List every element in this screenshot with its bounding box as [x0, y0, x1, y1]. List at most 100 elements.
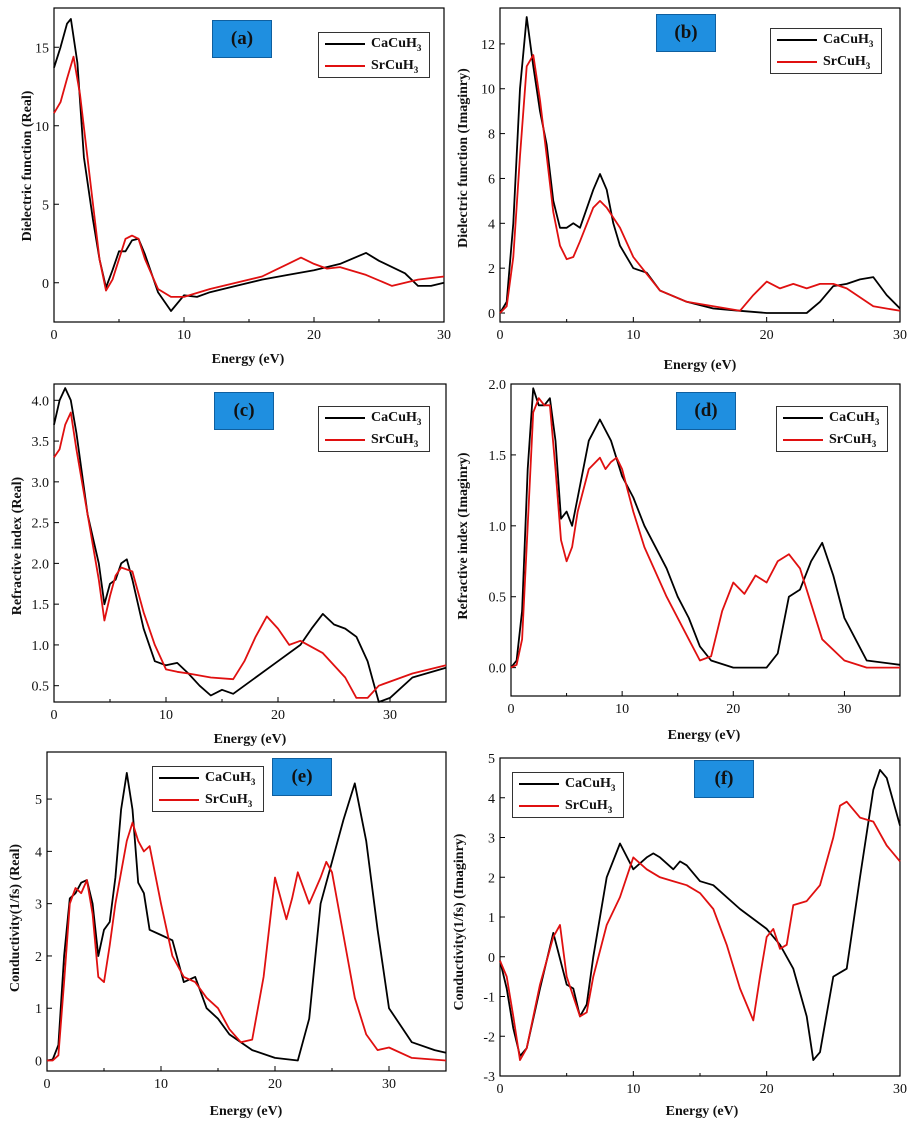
panel-label-c: (c) — [214, 392, 274, 430]
plot-d: 0 10 20 30 0.0 0.5 1.0 1.5 2.0 — [489, 378, 901, 717]
legend-b-ca: CaCuH3 — [771, 29, 881, 51]
xtick-label-d: 10 — [615, 702, 629, 717]
ytick-label-b: 0 — [488, 307, 495, 322]
ytick-label-c: 0.5 — [32, 680, 50, 695]
legend-f: CaCuH3 SrCuH3 — [512, 772, 624, 818]
legend-line-ca — [519, 783, 559, 785]
series-CaCuH3-f — [499, 769, 901, 1061]
legend-name-sr: SrCuH3 — [205, 791, 253, 809]
legend-name-ca: CaCuH3 — [371, 409, 422, 427]
legend-d: CaCuH3 SrCuH3 — [776, 406, 888, 452]
ytick-label-f: 2 — [488, 871, 495, 886]
series-SrCuH3-d — [510, 397, 900, 669]
xlabel-b: Energy (eV) — [663, 358, 737, 373]
legend-d-sr: SrCuH3 — [777, 429, 887, 451]
xlabel-d: Energy (eV) — [667, 728, 741, 743]
legend-f-sr: SrCuH3 — [513, 795, 623, 817]
ytick-label-e: 1 — [35, 1002, 42, 1017]
legend-e-sr: SrCuH3 — [153, 789, 263, 811]
ytick-label-a: 0 — [42, 277, 49, 292]
panel-label-b: (b) — [656, 14, 716, 52]
series-SrCuH3-f — [499, 800, 901, 1061]
series-SrCuH3-c — [53, 411, 447, 699]
ytick-label-f: 5 — [488, 752, 495, 767]
ytick-label-c: 4.0 — [32, 394, 50, 409]
series-CaCuH3-a — [53, 18, 445, 312]
plot-e: 0 10 20 30 0 1 2 3 4 5 — [35, 751, 447, 1092]
ytick-label-a: 5 — [42, 198, 49, 213]
legend-line-ca — [783, 417, 823, 419]
legend-c: CaCuH3 SrCuH3 — [318, 406, 430, 452]
legend-c-ca: CaCuH3 — [319, 407, 429, 429]
ytick-label-c: 2.0 — [32, 557, 50, 572]
legend-line-sr — [783, 439, 823, 441]
xlabel-a: Energy (eV) — [211, 352, 285, 367]
plot-b: 0 10 20 30 0 2 4 6 8 10 12 — [481, 7, 907, 343]
legend-line-sr — [159, 799, 199, 801]
xtick-label-e: 20 — [268, 1077, 282, 1092]
panel-label-a: (a) — [212, 20, 272, 58]
ytick-label-d: 1.5 — [489, 449, 507, 464]
ytick-label-b: 8 — [488, 128, 495, 143]
xtick-label-c: 10 — [159, 708, 173, 723]
ytick-label-f: -3 — [483, 1070, 495, 1085]
ytick-label-b: 6 — [488, 172, 495, 187]
legend-f-ca: CaCuH3 — [513, 773, 623, 795]
xtick-label-e: 30 — [382, 1077, 396, 1092]
legend-line-sr — [325, 439, 365, 441]
legend-name-ca: CaCuH3 — [823, 31, 874, 49]
ytick-label-f: -1 — [483, 991, 495, 1006]
series-SrCuH3-a — [53, 55, 445, 298]
ytick-label-d: 0.0 — [489, 662, 507, 677]
ylabel-c: Refractive index (Real) — [10, 476, 25, 616]
panel-label-f: (f) — [694, 760, 754, 798]
xtick-label-c: 30 — [383, 708, 397, 723]
xtick-label-a: 0 — [51, 328, 58, 343]
legend-name-sr: SrCuH3 — [829, 431, 877, 449]
ytick-label-c: 1.5 — [32, 598, 50, 613]
xtick-label-b: 20 — [760, 328, 774, 343]
plot-frame-e — [46, 751, 447, 1072]
legend-line-sr — [519, 805, 559, 807]
xlabel-e: Energy (eV) — [209, 1104, 283, 1119]
legend-name-sr: SrCuH3 — [565, 797, 613, 815]
legend-line-ca — [325, 417, 365, 419]
ytick-label-f: 4 — [488, 792, 495, 807]
legend-a: CaCuH3 SrCuH3 — [318, 32, 430, 78]
ytick-label-d: 1.0 — [489, 520, 507, 535]
plot-f: 0 10 20 30 -3 -2 -1 0 1 2 3 4 5 — [483, 752, 907, 1097]
ytick-label-e: 2 — [35, 950, 42, 965]
legend-a-sr: SrCuH3 — [319, 55, 429, 77]
ytick-label-d: 2.0 — [489, 378, 507, 393]
xtick-label-b: 10 — [626, 328, 640, 343]
ylabel-a: Dielectric function (Real) — [20, 90, 35, 242]
xtick-label-e: 0 — [44, 1077, 51, 1092]
plot-frame-d — [510, 383, 901, 697]
plot-a: 0 10 20 30 0 5 10 15 — [35, 7, 451, 343]
legend-line-ca — [777, 39, 817, 41]
ytick-label-c: 3.0 — [32, 476, 50, 491]
ylabel-d: Refractive index (Imaginry) — [456, 452, 471, 620]
series-SrCuH3-e — [47, 821, 447, 1062]
plot-c: 0 10 20 30 0.5 1.0 1.5 2.0 2.5 3.0 3.5 4.0 — [32, 383, 447, 723]
xtick-label-f: 30 — [893, 1082, 907, 1097]
ytick-label-f: 1 — [488, 911, 495, 926]
ytick-label-b: 2 — [488, 262, 495, 277]
legend-name-ca: CaCuH3 — [371, 35, 422, 53]
legend-line-ca — [159, 777, 199, 779]
xtick-label-d: 30 — [837, 702, 851, 717]
ytick-label-c: 1.0 — [32, 639, 50, 654]
ytick-label-d: 0.5 — [489, 591, 507, 606]
xtick-label-d: 20 — [726, 702, 740, 717]
ytick-label-f: 0 — [488, 951, 495, 966]
legend-line-ca — [325, 43, 365, 45]
xtick-label-a: 20 — [307, 328, 321, 343]
xtick-label-a: 10 — [177, 328, 191, 343]
plot-frame-c — [53, 383, 447, 703]
ytick-label-b: 10 — [481, 83, 495, 98]
xtick-label-f: 10 — [626, 1082, 640, 1097]
legend-c-sr: SrCuH3 — [319, 429, 429, 451]
ytick-label-b: 4 — [488, 217, 495, 232]
ytick-label-c: 2.5 — [32, 517, 50, 532]
legend-line-sr — [777, 61, 817, 63]
